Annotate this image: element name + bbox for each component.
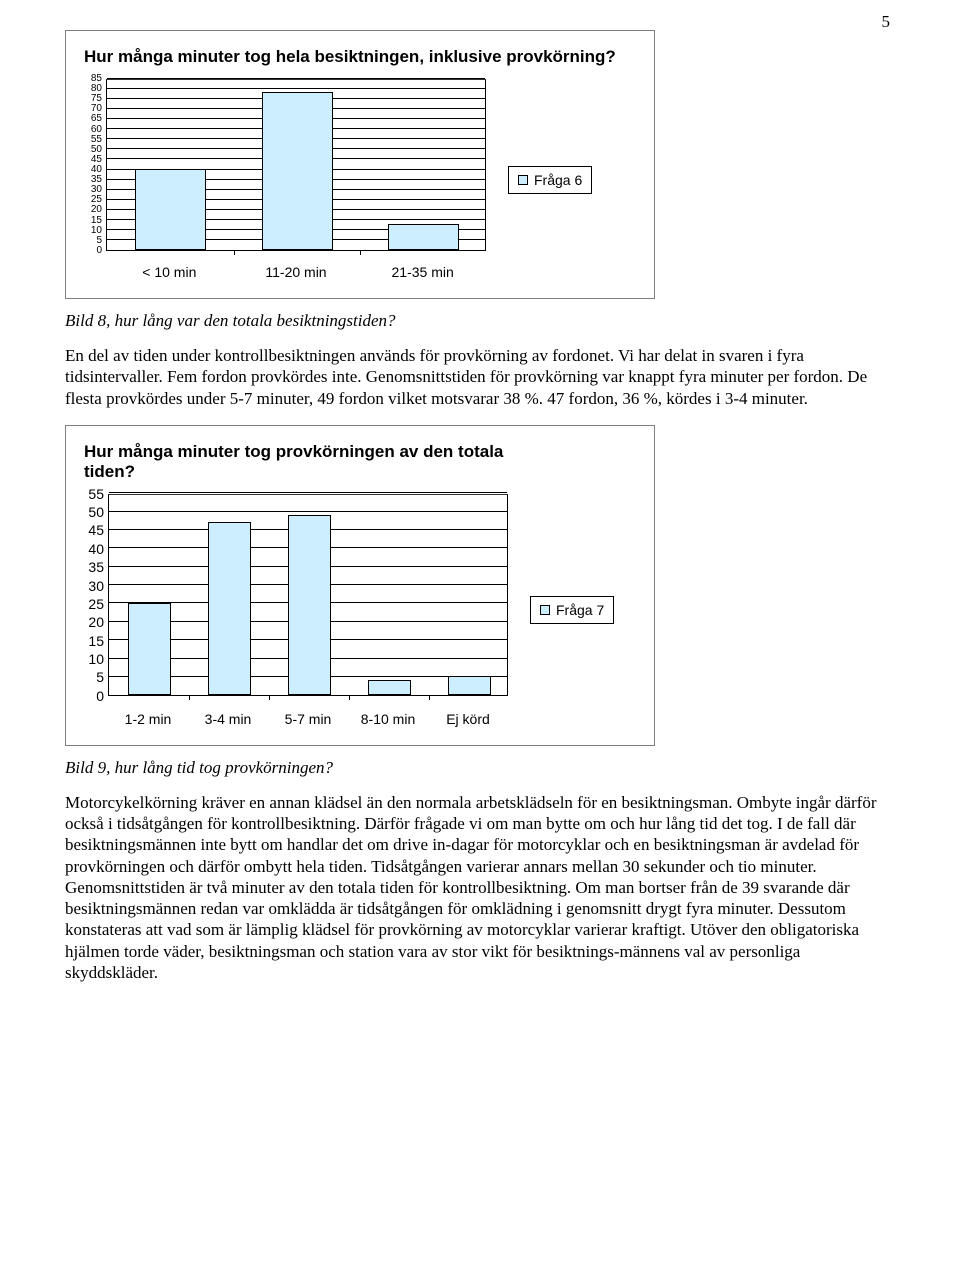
chart-1-title: Hur många minuter tog hela besiktningen,… bbox=[84, 47, 636, 67]
chart-1-x-labels: < 10 min11-20 min21-35 min bbox=[106, 264, 486, 280]
y-tick-label: 30 bbox=[84, 579, 104, 593]
x-tick-label: 5-7 min bbox=[268, 711, 348, 727]
chart-2-x-axis: 1-2 min3-4 min5-7 min8-10 minEj körd bbox=[84, 711, 508, 727]
bar bbox=[448, 676, 491, 694]
x-tick-label: 1-2 min bbox=[108, 711, 188, 727]
y-tick-label: 15 bbox=[84, 634, 104, 648]
chart-2-plot-row: 0510152025303540455055 bbox=[84, 494, 508, 703]
x-tick-label: 3-4 min bbox=[188, 711, 268, 727]
paragraph-1: En del av tiden under kontrollbesiktning… bbox=[65, 345, 895, 409]
bar bbox=[368, 680, 411, 695]
chart-1-y-axis: 0510152025303540455055606570758085 bbox=[84, 74, 106, 256]
chart-1: Hur många minuter tog hela besiktningen,… bbox=[65, 30, 655, 299]
chart-1-plot-area bbox=[106, 79, 486, 251]
y-tick-label: 35 bbox=[84, 560, 104, 574]
chart-2-y-axis: 0 5 10 15 20 25 30 35 40 45 50 55 bbox=[84, 487, 108, 703]
y-tick-label: 25 bbox=[84, 597, 104, 611]
y-tick-label: 0 bbox=[84, 246, 102, 256]
legend-swatch-icon bbox=[518, 175, 528, 185]
chart-2-plot-area bbox=[108, 494, 508, 696]
x-tick-label: 21-35 min bbox=[359, 264, 486, 280]
chart-1-plot-row: 0510152025303540455055606570758085 bbox=[84, 79, 486, 256]
chart-2-body: 0510152025303540455055 1-2 min3-4 min5-7… bbox=[84, 494, 636, 727]
page: 5 Hur många minuter tog hela besiktninge… bbox=[0, 0, 960, 1039]
y-tick-label: 55 bbox=[84, 487, 104, 501]
chart-2-left: 0510152025303540455055 1-2 min3-4 min5-7… bbox=[84, 494, 508, 727]
y-tick-label: 40 bbox=[84, 542, 104, 556]
chart-2-legend-label: Fråga 7 bbox=[556, 602, 604, 618]
chart-2-x-labels: 1-2 min3-4 min5-7 min8-10 minEj körd bbox=[108, 711, 508, 727]
paragraph-2: Motorcykelkörning kräver en annan klädse… bbox=[65, 792, 895, 983]
chart-1-left: 0510152025303540455055606570758085 < 10 … bbox=[84, 79, 486, 280]
chart-2-title: Hur många minuter tog provkörningen av d… bbox=[84, 442, 504, 482]
x-tick-label: 8-10 min bbox=[348, 711, 428, 727]
bar bbox=[128, 603, 171, 695]
caption-1: Bild 8, hur lång var den totala besiktni… bbox=[65, 311, 895, 331]
bar bbox=[388, 224, 459, 250]
y-tick-label: 45 bbox=[84, 523, 104, 537]
page-number: 5 bbox=[882, 12, 891, 32]
x-tick-label: Ej körd bbox=[428, 711, 508, 727]
caption-2: Bild 9, hur lång tid tog provkörningen? bbox=[65, 758, 895, 778]
chart-1-x-axis: < 10 min11-20 min21-35 min bbox=[84, 264, 486, 280]
y-tick-label: 65 bbox=[84, 114, 102, 124]
y-tick-label: 20 bbox=[84, 205, 102, 215]
chart-2-legend: Fråga 7 bbox=[530, 596, 614, 624]
bar bbox=[208, 522, 251, 695]
y-tick-label: 10 bbox=[84, 652, 104, 666]
x-tick-label: < 10 min bbox=[106, 264, 233, 280]
x-tick-label: 11-20 min bbox=[233, 264, 360, 280]
y-tick-label: 50 bbox=[84, 505, 104, 519]
y-tick-label: 0 bbox=[84, 689, 104, 703]
chart-2: Hur många minuter tog provkörningen av d… bbox=[65, 425, 655, 746]
chart-1-legend: Fråga 6 bbox=[508, 166, 592, 194]
bar bbox=[135, 169, 206, 250]
legend-swatch-icon bbox=[540, 605, 550, 615]
bar bbox=[262, 92, 333, 250]
bar bbox=[288, 515, 331, 695]
y-tick-label: 20 bbox=[84, 615, 104, 629]
y-tick-label: 5 bbox=[84, 670, 104, 684]
chart-1-legend-label: Fråga 6 bbox=[534, 172, 582, 188]
chart-1-body: 0510152025303540455055606570758085 < 10 … bbox=[84, 79, 636, 280]
